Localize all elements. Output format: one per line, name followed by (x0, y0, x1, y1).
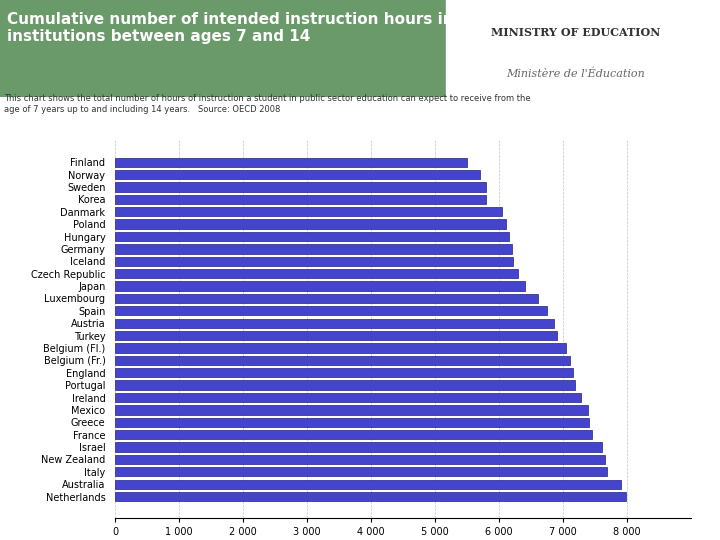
Bar (115, 430, 592, 440)
Bar (115, 467, 607, 476)
Bar (115, 232, 509, 241)
Bar (115, 368, 573, 377)
Bar (115, 306, 547, 315)
Bar (115, 281, 525, 291)
Bar (115, 343, 567, 353)
Bar (115, 442, 602, 451)
Bar (115, 405, 588, 415)
Bar (115, 256, 513, 266)
Bar (115, 381, 575, 390)
Bar (115, 219, 505, 229)
Bar (115, 170, 480, 179)
Bar (115, 393, 581, 402)
Bar (115, 195, 487, 204)
Bar (115, 294, 538, 303)
Bar (115, 480, 621, 489)
Bar (115, 417, 589, 427)
Bar (115, 455, 605, 464)
Bar (0, 0, 446, 97)
Text: Cumulative number of intended instruction hours in public
institutions between a: Cumulative number of intended instructio… (7, 12, 511, 44)
Bar (115, 331, 557, 340)
Bar (115, 492, 626, 501)
Bar (115, 183, 487, 192)
Text: MINISTRY OF EDUCATION: MINISTRY OF EDUCATION (491, 27, 661, 38)
Bar (115, 269, 518, 278)
Text: This chart shows the total number of hours of instruction a student in public se: This chart shows the total number of hou… (4, 94, 530, 113)
Text: Ministère de l'Éducation: Ministère de l'Éducation (507, 68, 645, 78)
Bar (115, 356, 570, 365)
Bar (115, 207, 503, 217)
Bar (446, 0, 720, 97)
Bar (115, 158, 467, 167)
Bar (115, 244, 512, 254)
Bar (115, 319, 554, 328)
